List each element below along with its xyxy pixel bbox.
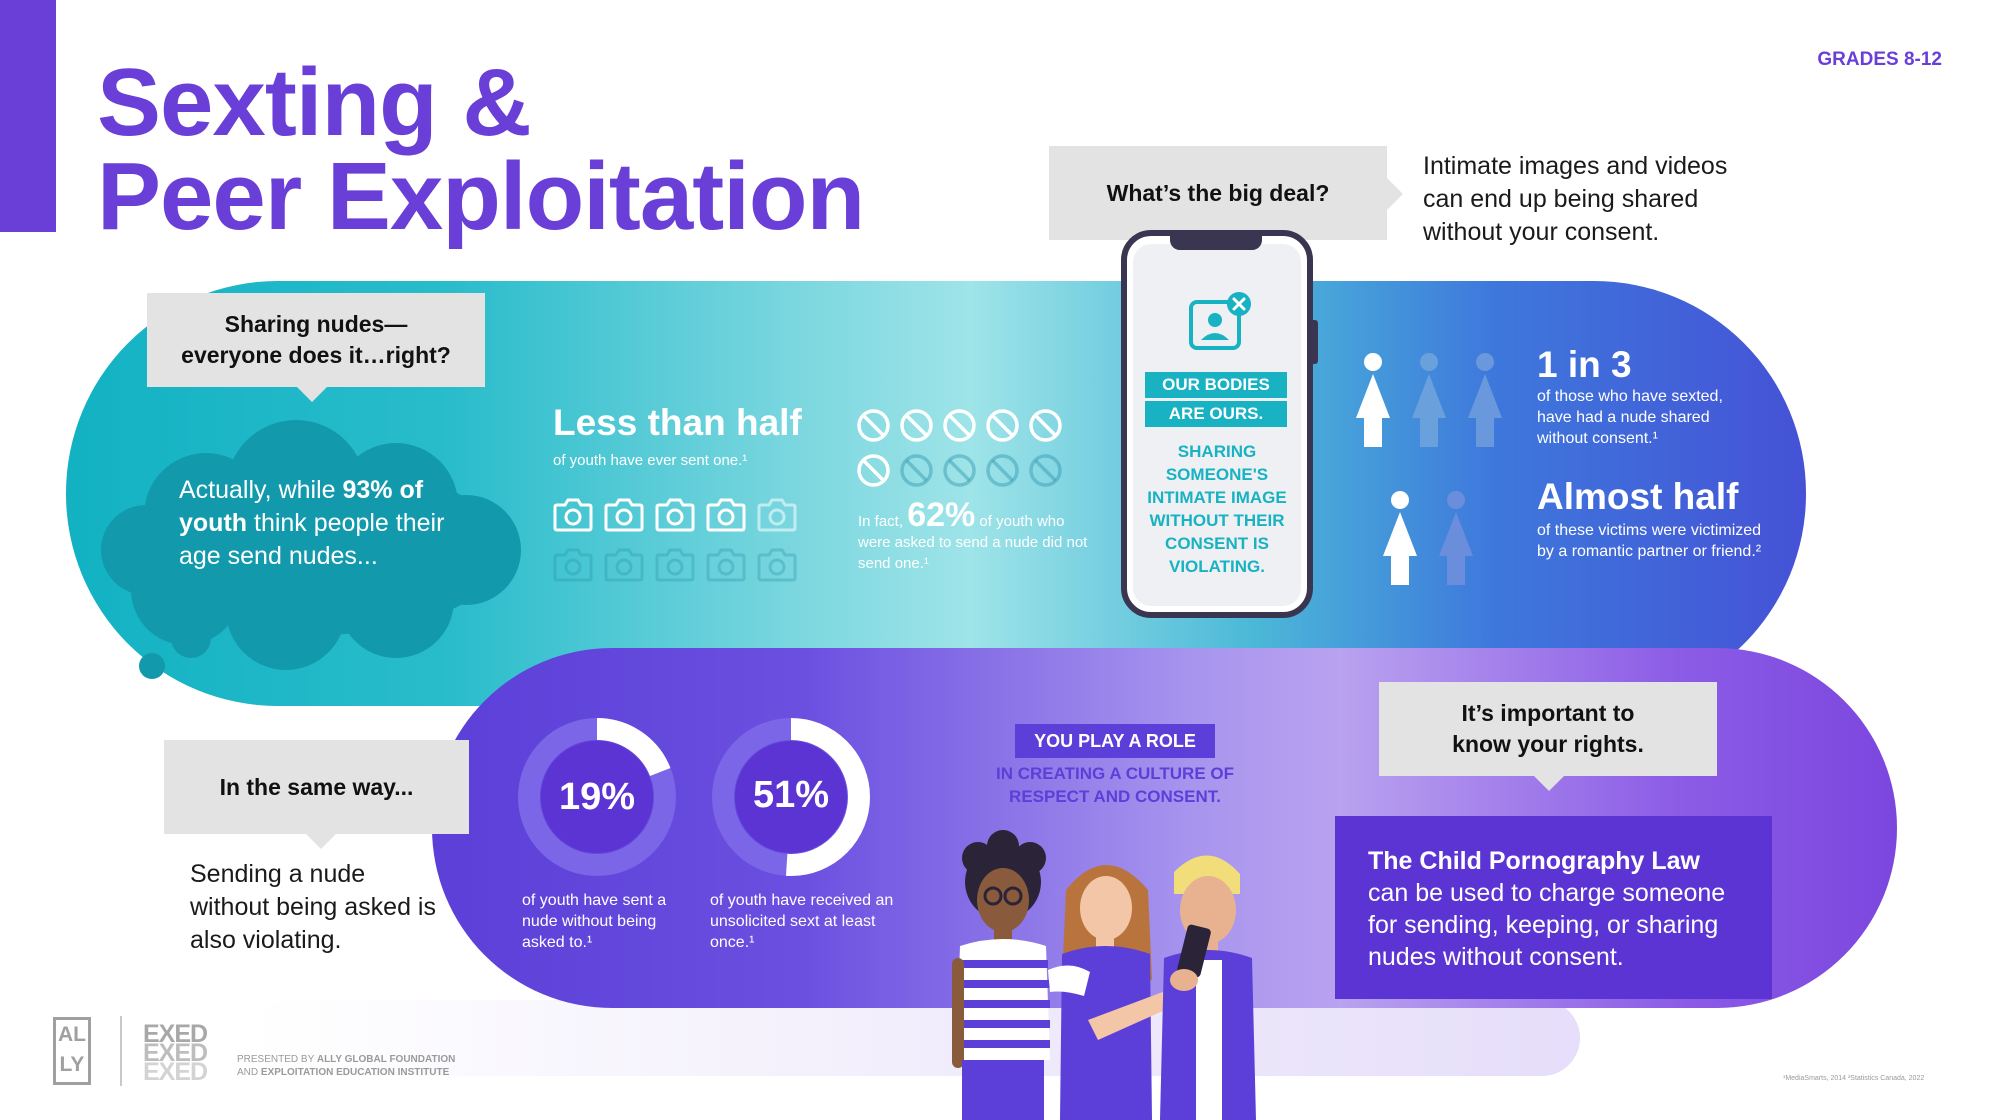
person-icon-white [1383,491,1417,585]
exed-logo: EXED EXED EXED [143,1020,208,1086]
no-symbol-icon [856,408,891,448]
almost-half-text: of these victims were victimized by a ro… [1537,522,1762,560]
no-symbol-icon [1028,408,1063,448]
donut-text-51: of youth have received an unsolicited se… [710,892,894,951]
donut-value-51: 51% [752,774,830,816]
one-in-three-text: of those who have sexted, have had a nud… [1537,388,1723,447]
phone-notch [1170,236,1262,250]
one-in-three-heading: 1 in 3 [1537,344,1632,385]
person-icon-white [1356,353,1390,447]
camera-row-faded [553,546,797,587]
callout-same-way: In the same way... [164,740,469,849]
callout-big-deal: What’s the big deal? [1049,146,1403,240]
camera-icon [757,496,797,537]
lavender-strip [250,1000,1580,1076]
our-bodies-line-2: ARE OURS. [1145,401,1287,427]
role-text: IN CREATING A CULTURE OF RESPECT AND CON… [996,764,1234,806]
law-text: can be used to charge someone for sendin… [1368,879,1726,971]
no-symbol-icon [985,408,1020,448]
no-symbol-icon [1028,453,1063,493]
presented-by-text: PRESENTED BY ALLY GLOBAL FOUNDATION AND E… [237,1054,456,1078]
ally-logo: AL LY [53,1017,91,1085]
phone-side-button [1313,320,1318,364]
less-than-half-heading: Less than half [553,402,802,443]
person-icon-faded [1412,353,1446,447]
no-symbol-row-faded [856,453,1063,493]
donut-text-19: of youth have sent a nude without being … [522,892,667,951]
our-bodies-line-1: OUR BODIES [1145,372,1287,398]
cloud-text: Actually, while 93% of youth think peopl… [179,476,445,570]
camera-icon [706,546,746,587]
page-title: Sexting & Peer Exploitation [97,49,865,250]
camera-icon [604,496,644,537]
person-icon-faded [1468,353,1502,447]
person-icon-faded [1439,491,1473,585]
no-symbol-icon [856,453,891,493]
donut-value-19: 19% [558,776,636,818]
teen-left [952,830,1050,1120]
teens-illustration [952,830,1256,1120]
title-line-1: Sexting & [97,49,532,156]
law-box: The Child Pornography Law can be used to… [1335,816,1772,999]
less-than-half-subtext: of youth have ever sent one.¹ [553,452,748,469]
almost-half-heading: Almost half [1537,476,1739,517]
role-badge: YOU PLAY A ROLE [1015,724,1215,758]
camera-icon [553,546,593,587]
same-way-text: Sending a nude without being asked is al… [190,860,436,954]
no-symbol-icon [899,453,934,493]
donut-chart-19 [518,718,676,876]
no-symbol-icon [899,408,934,448]
thought-cloud [101,420,521,679]
donut-chart-51 [712,718,870,876]
accent-bar [0,0,56,232]
camera-row-highlighted [553,496,797,537]
blocked-photo-icon [1189,292,1251,350]
no-symbol-row-highlighted [856,408,1063,448]
sources-text: ¹MediaSmarts, 2014 ²Statistics Canada, 2… [1783,1075,1925,1082]
camera-icon [553,496,593,537]
camera-icon [706,496,746,537]
sixty-two-percent-text: In fact, 62% of youth who were asked to … [858,496,1088,572]
sixty-two-percent-value: 62% [907,496,976,534]
callout-know-rights: It’s important to know your rights. [1379,682,1717,791]
title-line-2: Peer Exploitation [97,143,865,250]
no-symbol-icon [942,408,977,448]
big-deal-text: Intimate images and videos can end up be… [1423,152,1728,246]
no-symbol-icon [942,453,977,493]
camera-icon [604,546,644,587]
law-title: The Child Pornography Law [1368,847,1700,875]
camera-icon [655,546,695,587]
callout-sharing-nudes: Sharing nudes— everyone does it…right? [147,293,485,402]
camera-icon [757,546,797,587]
phone-message: SHARING SOMEONE'S INTIMATE IMAGE WITHOUT… [1147,442,1287,576]
camera-icon [655,496,695,537]
teen-right [1160,855,1256,1120]
teen-middle [1048,865,1174,1120]
footer-divider [120,1016,122,1086]
grades-label: GRADES 8-12 [1817,49,1942,70]
no-symbol-icon [985,453,1020,493]
